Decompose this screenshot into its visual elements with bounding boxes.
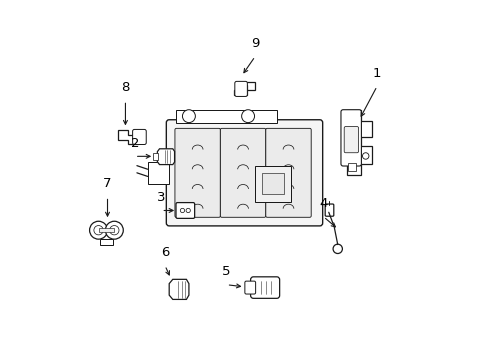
FancyBboxPatch shape	[175, 129, 220, 217]
FancyBboxPatch shape	[325, 204, 333, 216]
FancyBboxPatch shape	[220, 129, 265, 217]
Circle shape	[185, 208, 190, 213]
Text: 2: 2	[130, 137, 139, 150]
Circle shape	[332, 244, 342, 253]
Bar	[255, 166, 290, 202]
Polygon shape	[118, 130, 138, 144]
Bar	[262, 173, 284, 194]
Text: 5: 5	[222, 265, 230, 278]
FancyBboxPatch shape	[250, 277, 279, 298]
FancyBboxPatch shape	[244, 281, 255, 294]
Circle shape	[94, 226, 103, 235]
Polygon shape	[157, 149, 174, 165]
FancyBboxPatch shape	[132, 130, 146, 144]
Polygon shape	[169, 279, 188, 300]
Polygon shape	[234, 82, 254, 95]
Circle shape	[109, 226, 119, 235]
Circle shape	[241, 110, 254, 123]
Text: 9: 9	[250, 37, 259, 50]
Circle shape	[180, 208, 184, 213]
Text: 4: 4	[319, 197, 327, 210]
Bar	[100, 239, 113, 245]
Circle shape	[89, 221, 107, 239]
FancyBboxPatch shape	[344, 127, 358, 153]
Circle shape	[362, 153, 368, 159]
Polygon shape	[346, 110, 371, 175]
Bar	[153, 153, 158, 160]
FancyBboxPatch shape	[234, 81, 247, 96]
Bar	[147, 162, 169, 184]
Text: 3: 3	[157, 191, 165, 204]
FancyBboxPatch shape	[265, 129, 310, 217]
Text: 7: 7	[103, 177, 112, 190]
FancyBboxPatch shape	[166, 120, 322, 226]
Bar	[347, 163, 356, 171]
Circle shape	[105, 221, 123, 239]
Text: 8: 8	[121, 81, 129, 94]
FancyBboxPatch shape	[176, 203, 194, 219]
Text: 6: 6	[161, 246, 169, 259]
FancyBboxPatch shape	[340, 110, 361, 166]
Bar	[176, 110, 276, 123]
Circle shape	[182, 110, 195, 123]
Text: 1: 1	[372, 67, 381, 80]
Bar	[99, 228, 114, 232]
